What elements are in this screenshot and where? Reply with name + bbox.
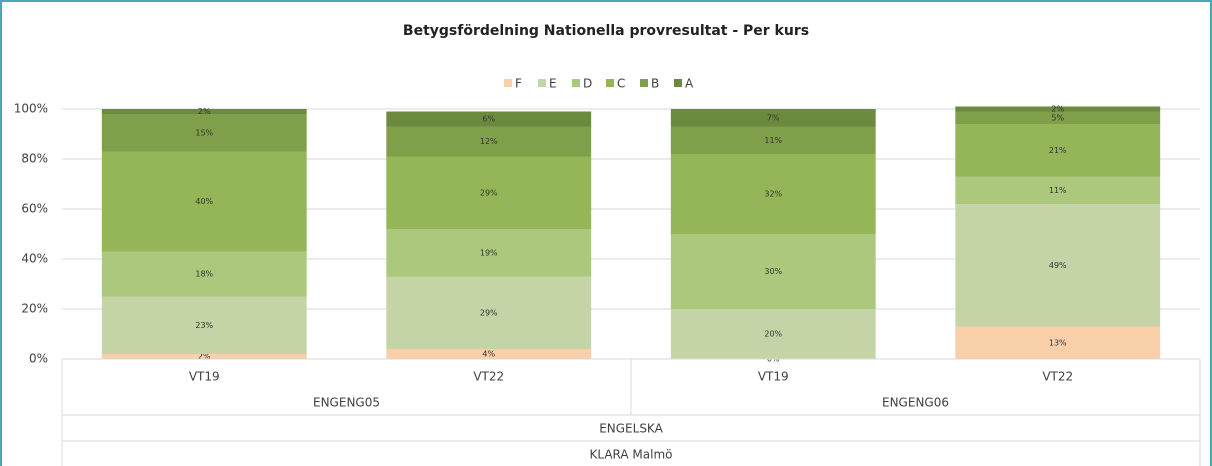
value-label: 6% [482,115,495,124]
y-tick-label: 0% [29,352,48,366]
y-tick-label: 20% [21,302,48,316]
x-tick-label: VT22 [1042,370,1073,384]
bar-segment [101,296,307,354]
bar-segment [101,109,307,114]
value-label: 30% [764,267,782,276]
value-label: 19% [480,248,498,257]
legend-swatch [606,79,614,87]
value-label: 2% [198,107,211,116]
value-label: 2% [198,352,211,361]
value-label: 29% [480,188,498,197]
y-tick-label: 60% [21,202,48,216]
value-label: 11% [764,136,782,145]
value-label: 21% [1049,146,1067,155]
value-label: 4% [482,350,495,359]
value-label: 32% [764,190,782,199]
legend-label: E [549,77,557,91]
value-label: 18% [195,270,213,279]
bar-segment [386,276,592,349]
value-label: 7% [767,113,780,122]
legend-swatch [538,79,546,87]
y-tick-label: 80% [21,152,48,166]
school-label: KLARA Malmö [590,448,673,462]
legend-label: F [515,77,522,91]
value-label: 29% [480,308,498,317]
bar-segment [386,126,592,157]
x-tick-label: VT19 [189,370,220,384]
bar-segment [101,114,307,152]
x-tick-label: VT22 [473,370,504,384]
bar-segment [101,151,307,252]
chart-title: Betygsfördelning Nationella provresultat… [403,23,809,39]
group-label: ENGENG05 [313,396,380,410]
value-label: 23% [195,321,213,330]
bar-segment [955,124,1161,177]
bar-segment [955,326,1161,359]
bar-segment [101,354,307,359]
value-label: 11% [1049,186,1067,195]
bar-segment [386,229,592,277]
value-label: 20% [764,330,782,339]
bar-segment [670,126,876,154]
subject-label: ENGELSKA [599,422,663,436]
value-label: 5% [1051,113,1064,122]
x-tick-label: VT19 [758,370,789,384]
bar-segment [670,154,876,234]
y-tick-label: 40% [21,252,48,266]
bar-segment [670,234,876,309]
value-label: 15% [195,128,213,137]
legend-swatch [572,79,580,87]
legend-label: A [685,77,694,91]
value-label: 40% [195,197,213,206]
bar-segment [670,109,876,127]
value-label: 12% [480,137,498,146]
bar-segment [955,106,1161,112]
group-label: ENGENG06 [882,396,949,410]
value-label: 49% [1049,261,1067,270]
legend-label: D [583,77,592,91]
bar-segment [955,111,1161,124]
legend-swatch [640,79,648,87]
legend-swatch [504,79,512,87]
legend-label: C [617,77,625,91]
y-tick-label: 100% [14,102,48,116]
bar-segment [955,204,1161,327]
bar-segment [386,156,592,229]
bar-segment [386,111,592,127]
value-label: 2% [1051,105,1064,114]
legend-label: B [651,77,659,91]
bar-segment [670,309,876,359]
bar-segment [101,251,307,297]
value-label: 13% [1049,338,1067,347]
bar-segment [955,176,1161,204]
legend-swatch [674,79,682,87]
bar-segment [386,349,592,359]
